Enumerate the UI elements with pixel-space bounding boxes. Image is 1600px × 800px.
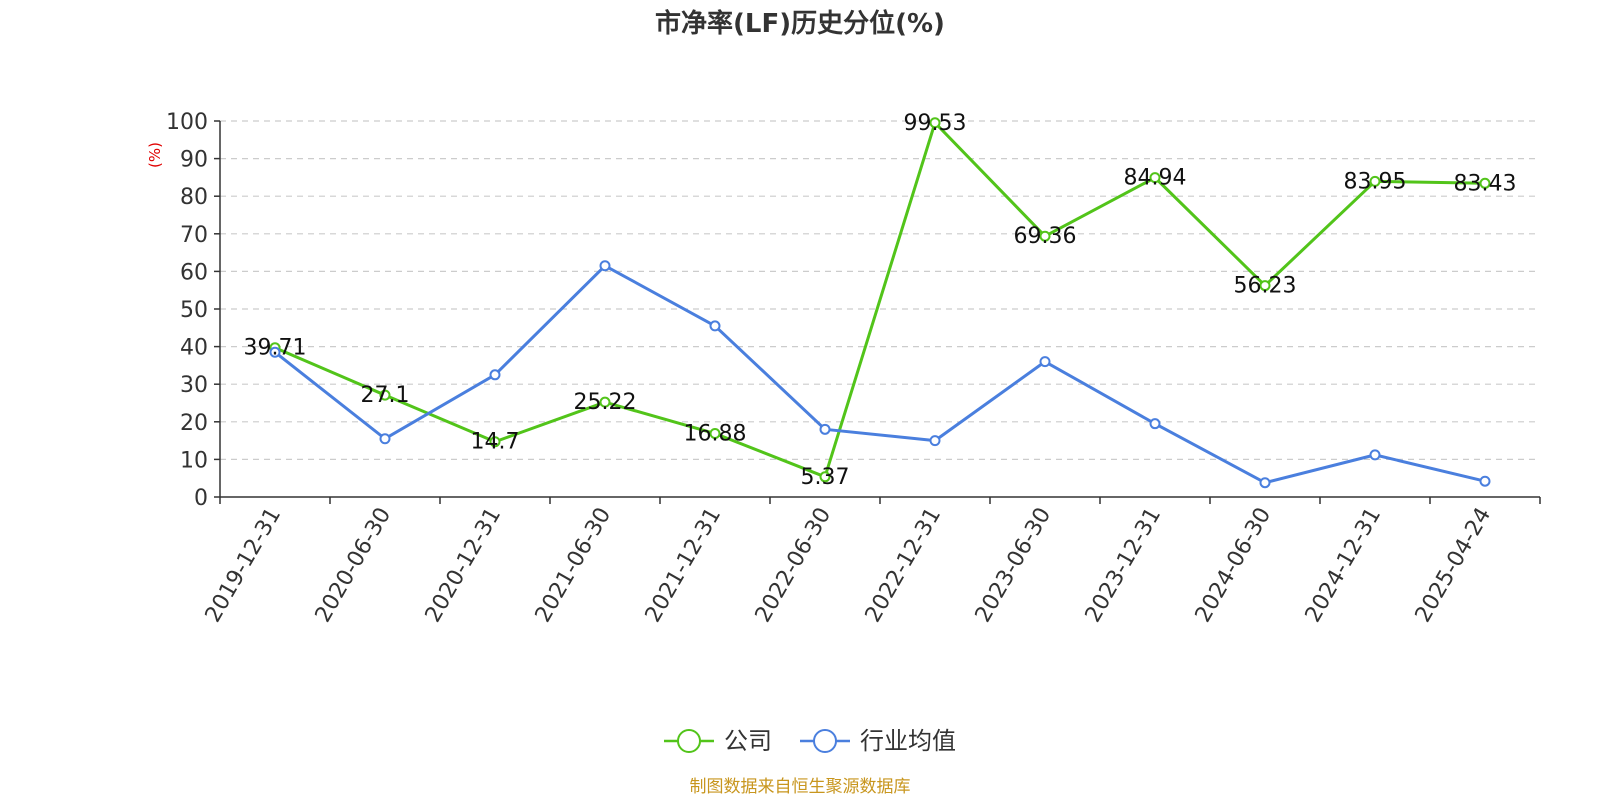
legend-item-1[interactable]: 行业均值 <box>800 727 956 755</box>
chart-title: 市净率(LF)历史分位(%) <box>655 8 945 39</box>
y-tick-label: 20 <box>180 411 208 436</box>
grid-lines <box>220 120 1540 460</box>
x-tick-label: 2023-12-31 <box>1081 504 1167 627</box>
data-point[interactable] <box>599 396 611 408</box>
data-label: 99.53 <box>904 111 967 136</box>
data-point[interactable] <box>819 471 831 483</box>
y-tick-label: 0 <box>194 486 208 511</box>
data-point[interactable] <box>1039 230 1051 242</box>
data-label: 14.7 <box>471 430 520 455</box>
data-point[interactable] <box>1259 477 1271 489</box>
data-label: 27.1 <box>361 383 410 408</box>
data-point[interactable] <box>1369 175 1381 187</box>
data-label: 83.43 <box>1454 171 1517 196</box>
data-point[interactable] <box>599 260 611 272</box>
data-label: 83.95 <box>1344 169 1407 194</box>
y-tick-label: 10 <box>180 448 208 473</box>
x-tick-label: 2022-06-30 <box>751 504 837 627</box>
y-tick-label: 60 <box>180 260 208 285</box>
data-point[interactable] <box>929 435 941 447</box>
series-lines <box>269 117 1491 489</box>
x-tick-label: 2020-12-31 <box>421 504 507 627</box>
y-tick-label: 90 <box>180 148 208 173</box>
axes: 0 10 20 30 40 50 60 70 80 90 100 2019-12-31 2020-06-… <box>166 110 1541 627</box>
data-point[interactable] <box>1369 449 1381 461</box>
x-tick-label: 2021-06-30 <box>531 504 617 627</box>
x-tick-label: 2022-12-31 <box>861 504 947 627</box>
data-point[interactable] <box>379 433 391 445</box>
data-point[interactable] <box>929 117 941 129</box>
x-tick-label: 2021-12-31 <box>641 504 727 627</box>
x-tick-label: 2024-12-31 <box>1301 504 1387 627</box>
x-tick-label: 2025-04-24 <box>1411 504 1497 627</box>
legend-label: 行业均值 <box>860 727 956 755</box>
y-tick-label: 50 <box>180 298 208 323</box>
x-tick-label: 2024-06-30 <box>1191 504 1277 627</box>
series-line-1 <box>274 264 1486 485</box>
data-point[interactable] <box>709 320 721 332</box>
y-tick-label: 40 <box>180 336 208 361</box>
data-point[interactable] <box>709 428 721 440</box>
data-point[interactable] <box>1149 172 1161 184</box>
data-point[interactable] <box>1479 177 1491 189</box>
data-label: 84.94 <box>1124 166 1187 191</box>
data-label: 39.71 <box>244 336 307 361</box>
data-point[interactable] <box>1149 418 1161 430</box>
data-labels: 39.71 27.1 14.7 25.22 16.88 5.37 99.53 69.36 84.… <box>244 111 1517 490</box>
legend-marker <box>677 729 701 753</box>
x-tick-label: 2023-06-30 <box>971 504 1057 627</box>
legend-marker <box>813 729 837 753</box>
y-tick-label: 70 <box>180 223 208 248</box>
data-label: 56.23 <box>1234 274 1297 299</box>
data-point[interactable] <box>819 423 831 435</box>
legend: 公司 行业均值 <box>664 727 956 755</box>
x-tick-label: 2020-06-30 <box>311 504 397 627</box>
y-tick-label: 100 <box>166 110 208 135</box>
data-point[interactable] <box>489 369 501 381</box>
y-axis-unit: (%) <box>146 142 164 168</box>
data-point[interactable] <box>379 389 391 401</box>
data-point[interactable] <box>269 346 281 358</box>
series-line-0 <box>274 121 1486 479</box>
data-label: 16.88 <box>684 422 747 447</box>
data-point[interactable] <box>1479 475 1491 487</box>
legend-label: 公司 <box>724 727 772 755</box>
data-label: 5.37 <box>801 465 850 490</box>
data-label: 25.22 <box>574 390 637 415</box>
legend-item-0[interactable]: 公司 <box>664 727 772 755</box>
y-tick-label: 80 <box>180 185 208 210</box>
y-tick-label: 30 <box>180 373 208 398</box>
data-point[interactable] <box>489 436 501 448</box>
data-point[interactable] <box>1259 280 1271 292</box>
data-point[interactable] <box>1039 356 1051 368</box>
x-tick-label: 2019-12-31 <box>201 504 287 627</box>
data-source-note: 制图数据来自恒生聚源数据库 <box>690 777 911 797</box>
data-label: 69.36 <box>1014 224 1077 249</box>
